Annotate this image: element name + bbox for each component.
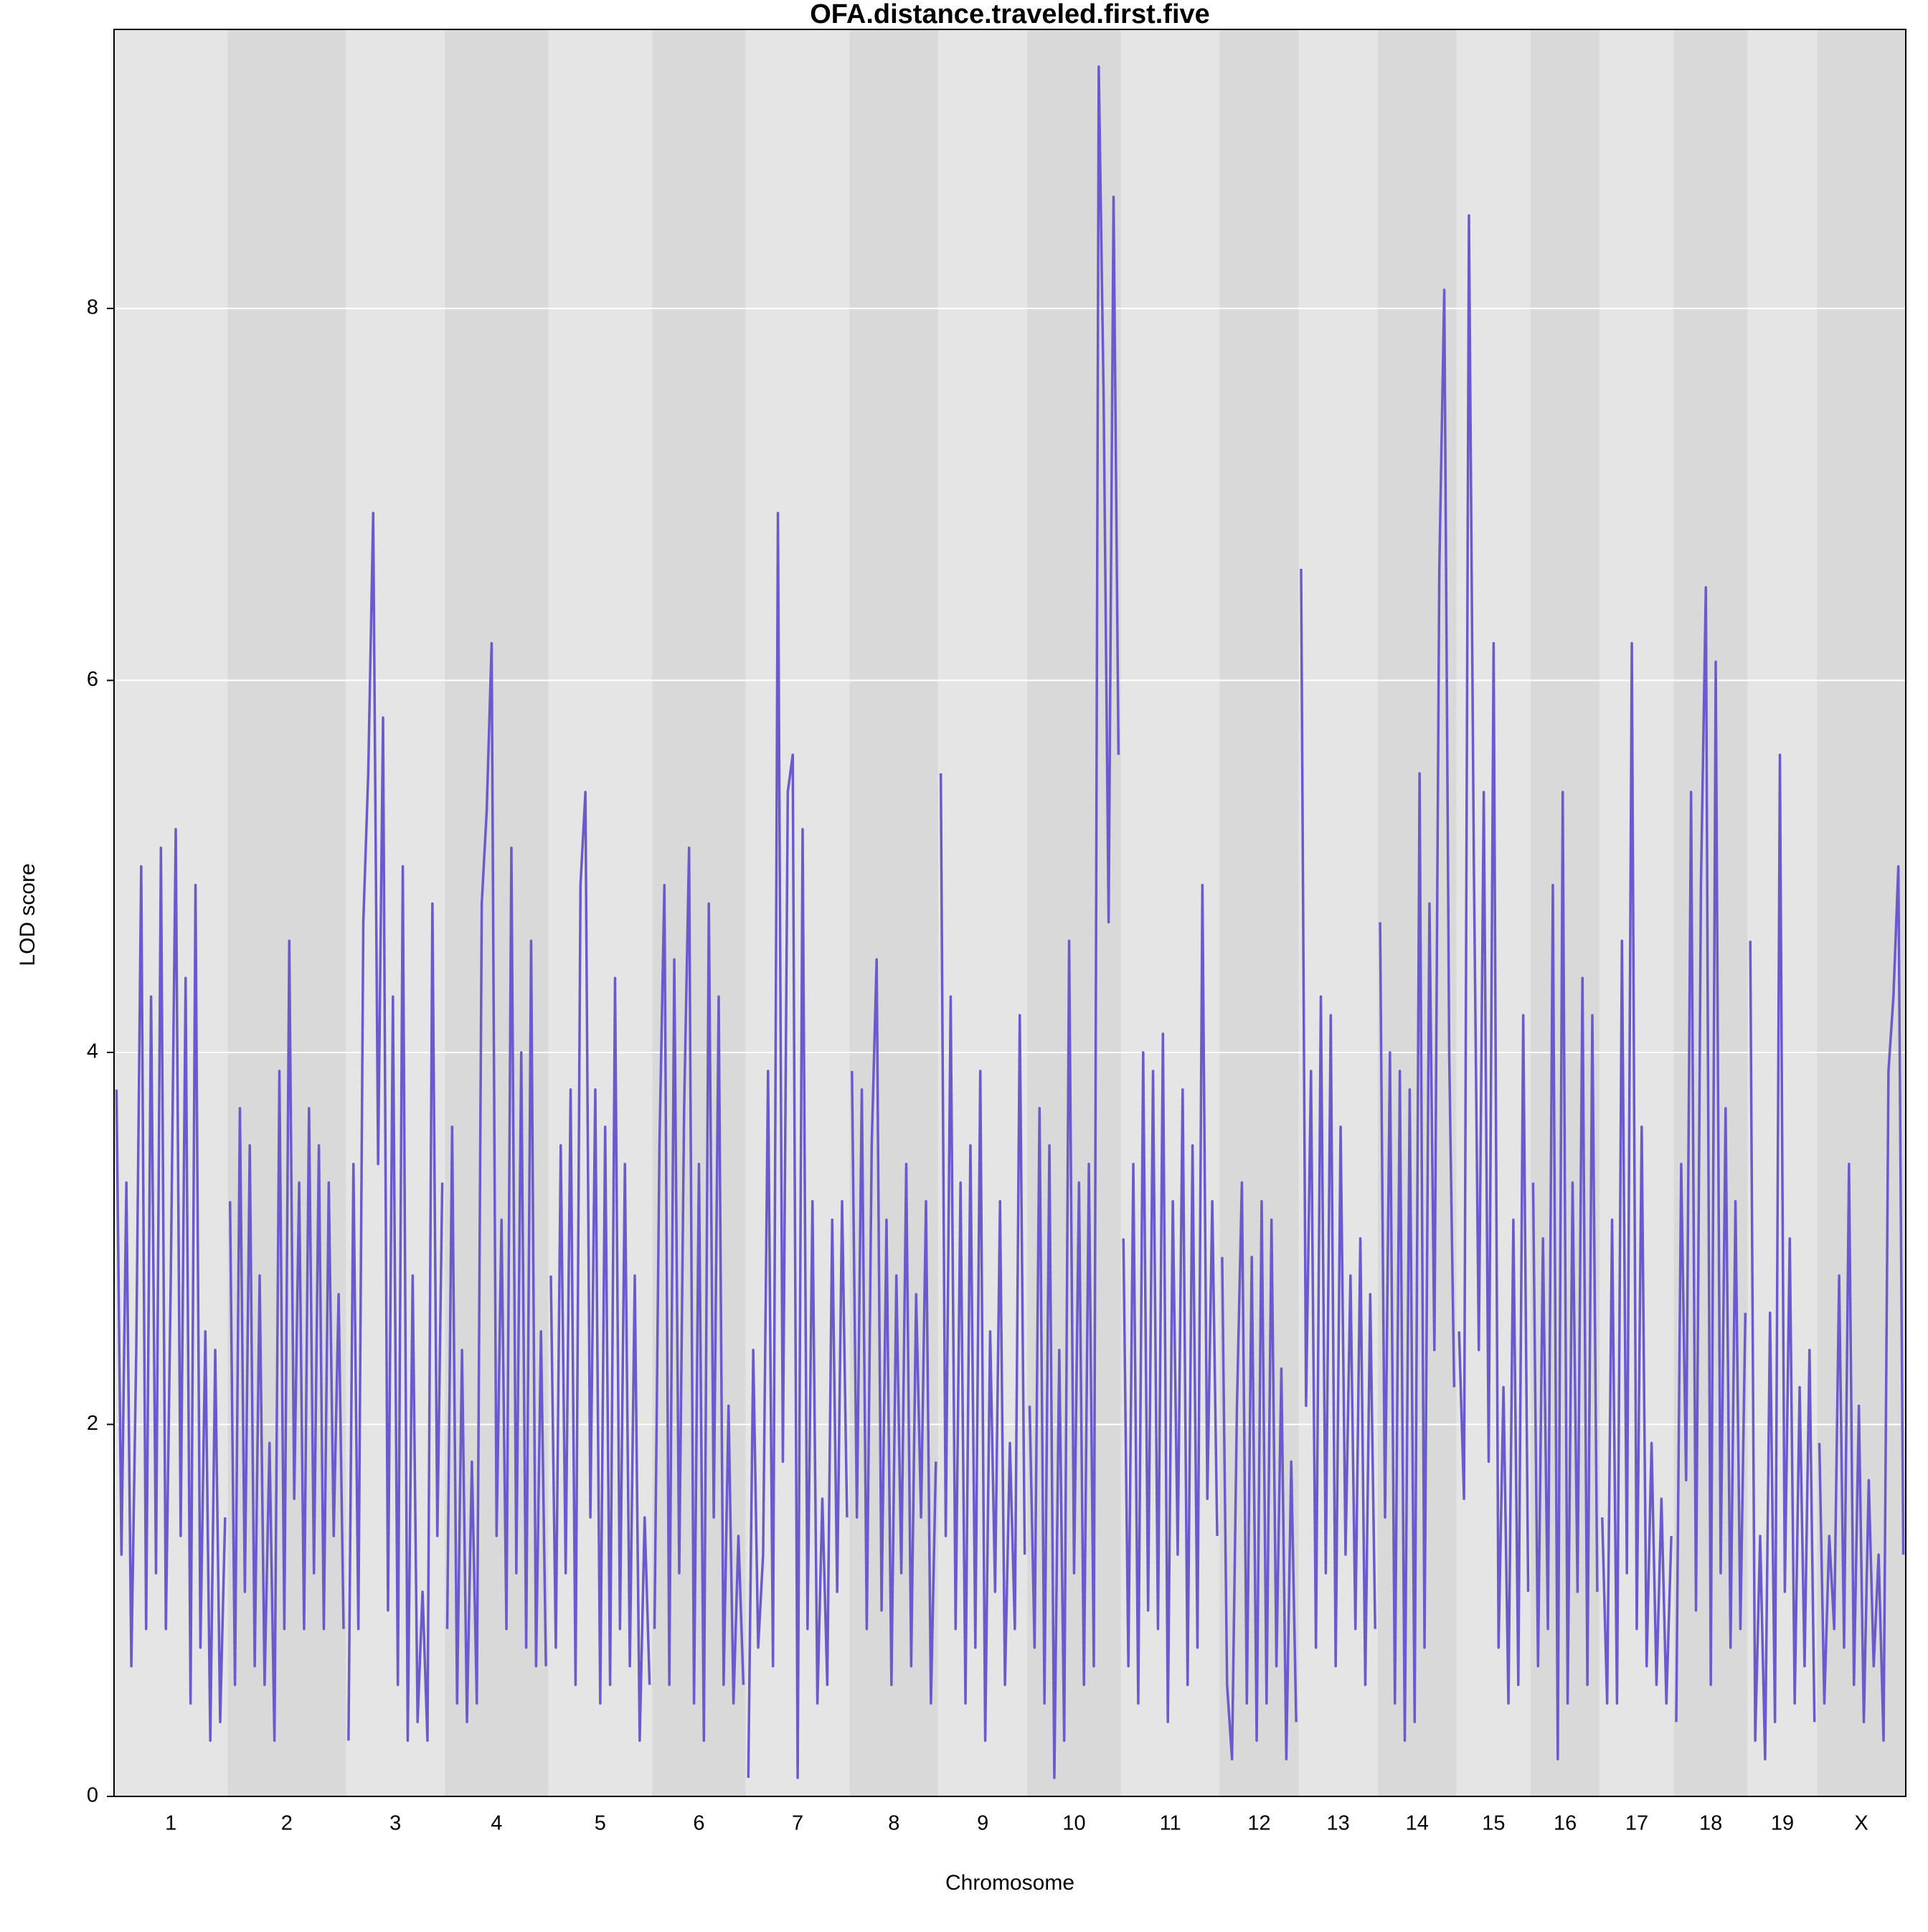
x-tick-label: 14 bbox=[1406, 1812, 1429, 1835]
lod-line bbox=[228, 939, 345, 1742]
lod-line bbox=[1221, 1181, 1298, 1761]
chromosome-band bbox=[1747, 29, 1818, 1796]
x-tick-label: 4 bbox=[491, 1812, 502, 1835]
lod-line bbox=[1601, 641, 1673, 1705]
x-tick-label: 13 bbox=[1326, 1812, 1349, 1835]
plot-frame bbox=[113, 29, 1906, 1797]
x-tick-label: 12 bbox=[1247, 1812, 1270, 1835]
lod-line bbox=[747, 512, 849, 1779]
lod-line bbox=[1675, 586, 1747, 1723]
lod-line bbox=[115, 828, 227, 1742]
y-tick-label: 4 bbox=[87, 1040, 98, 1063]
lod-line bbox=[1457, 214, 1530, 1705]
x-tick-label: 16 bbox=[1554, 1812, 1577, 1835]
x-tick-label: 2 bbox=[281, 1812, 293, 1835]
lod-line bbox=[1300, 568, 1376, 1687]
lod-line bbox=[1122, 883, 1219, 1724]
lod-line bbox=[1379, 288, 1456, 1742]
x-tick-label: X bbox=[1854, 1812, 1868, 1835]
x-tick-label: 8 bbox=[888, 1812, 899, 1835]
lod-line bbox=[445, 641, 547, 1724]
lod-line bbox=[549, 791, 651, 1742]
y-tick-label: 2 bbox=[87, 1412, 98, 1435]
x-tick-label: 7 bbox=[792, 1812, 803, 1835]
y-tick-label: 8 bbox=[87, 296, 98, 319]
chart-title: OFA.distance.traveled.first.five bbox=[810, 0, 1210, 29]
x-axis-label: Chromosome bbox=[945, 1871, 1074, 1895]
x-tick-label: 17 bbox=[1625, 1812, 1648, 1835]
x-tick-label: 9 bbox=[977, 1812, 988, 1835]
y-tick-label: 0 bbox=[87, 1784, 98, 1807]
lod-line bbox=[1028, 65, 1120, 1779]
x-tick-label: 6 bbox=[693, 1812, 704, 1835]
x-tick-label: 15 bbox=[1482, 1812, 1505, 1835]
x-tick-label: 5 bbox=[595, 1812, 606, 1835]
lod-line bbox=[1531, 791, 1599, 1761]
lod-line bbox=[1818, 864, 1905, 1742]
lod-line bbox=[347, 512, 444, 1742]
x-tick-label: 3 bbox=[389, 1812, 401, 1835]
x-tick-label: 18 bbox=[1699, 1812, 1722, 1835]
lod-line bbox=[851, 958, 937, 1705]
y-axis-label: LOD score bbox=[16, 863, 39, 966]
lod-line bbox=[653, 847, 745, 1742]
x-tick-label: 19 bbox=[1771, 1812, 1794, 1835]
y-tick-label: 6 bbox=[87, 668, 98, 691]
x-tick-label: 1 bbox=[165, 1812, 176, 1835]
lod-line bbox=[1749, 753, 1816, 1761]
x-tick-label: 11 bbox=[1160, 1812, 1181, 1835]
x-tick-label: 10 bbox=[1062, 1812, 1085, 1835]
lod-line bbox=[939, 773, 1026, 1742]
